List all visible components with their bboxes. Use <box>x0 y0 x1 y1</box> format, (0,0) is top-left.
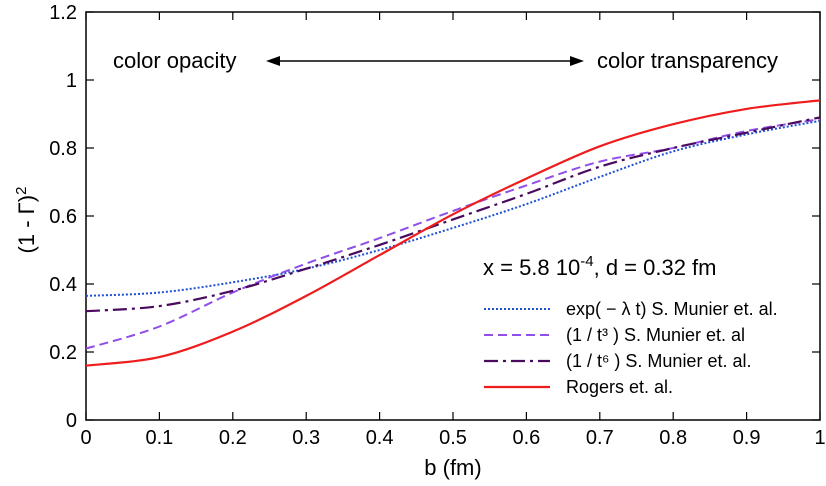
y-tick-label: 1.2 <box>49 2 77 24</box>
series-lines <box>85 99 821 367</box>
y-tick-label: 0.2 <box>49 342 77 364</box>
x-tick-label: 0.8 <box>659 427 687 449</box>
x-tick-label: 0.5 <box>439 427 467 449</box>
x-tick-label: 0.4 <box>366 427 394 449</box>
legend-label-4: Rogers et. al. <box>566 377 673 397</box>
y-axis-label: (1 - Γ)2 <box>13 187 40 254</box>
annotation-color-opacity: color opacity <box>113 48 237 73</box>
y-tick-label: 0.6 <box>49 206 77 228</box>
annotation-color-transparency: color transparency <box>597 48 778 73</box>
legend-label-1: exp( − λ t) S. Munier et. al. <box>566 299 778 319</box>
x-axis-label: b (fm) <box>424 455 481 480</box>
x-tick-label: 0.3 <box>292 427 320 449</box>
legend-label-3: (1 / t⁶ ) S. Munier et. al. <box>566 351 751 371</box>
x-tick-label: 0 <box>80 427 91 449</box>
double-arrow <box>266 56 584 66</box>
parameters-label: x = 5.8 10-4, d = 0.32 fm <box>483 253 717 280</box>
x-tick-label: 0.1 <box>145 427 173 449</box>
legend-label-2: (1 / t³ ) S. Munier et. al <box>566 325 745 345</box>
series-line-3 <box>85 116 821 313</box>
series-line-2 <box>85 118 821 350</box>
y-tick-label: 0.4 <box>49 274 77 296</box>
x-tick-label: 0.9 <box>733 427 761 449</box>
x-tick-label: 0.7 <box>586 427 614 449</box>
y-tick-label: 0.8 <box>49 138 77 160</box>
y-tick-label: 1 <box>66 70 77 92</box>
series-line-4 <box>85 99 821 367</box>
axis-ticks: 0 0.1 0.2 0.3 0.4 0.5 0.6 0.7 0.8 0.9 1 0 0.2 0.4 0.6 0… <box>49 2 825 449</box>
x-tick-label: 0.6 <box>512 427 540 449</box>
y-tick-label: 0 <box>66 410 77 432</box>
x-tick-label: 1 <box>814 427 825 449</box>
legend: exp( − λ t) S. Munier et. al. (1 / t³ ) S… <box>484 299 778 397</box>
series-line-1 <box>85 119 821 297</box>
plot-area <box>85 11 821 421</box>
x-tick-label: 0.2 <box>219 427 247 449</box>
